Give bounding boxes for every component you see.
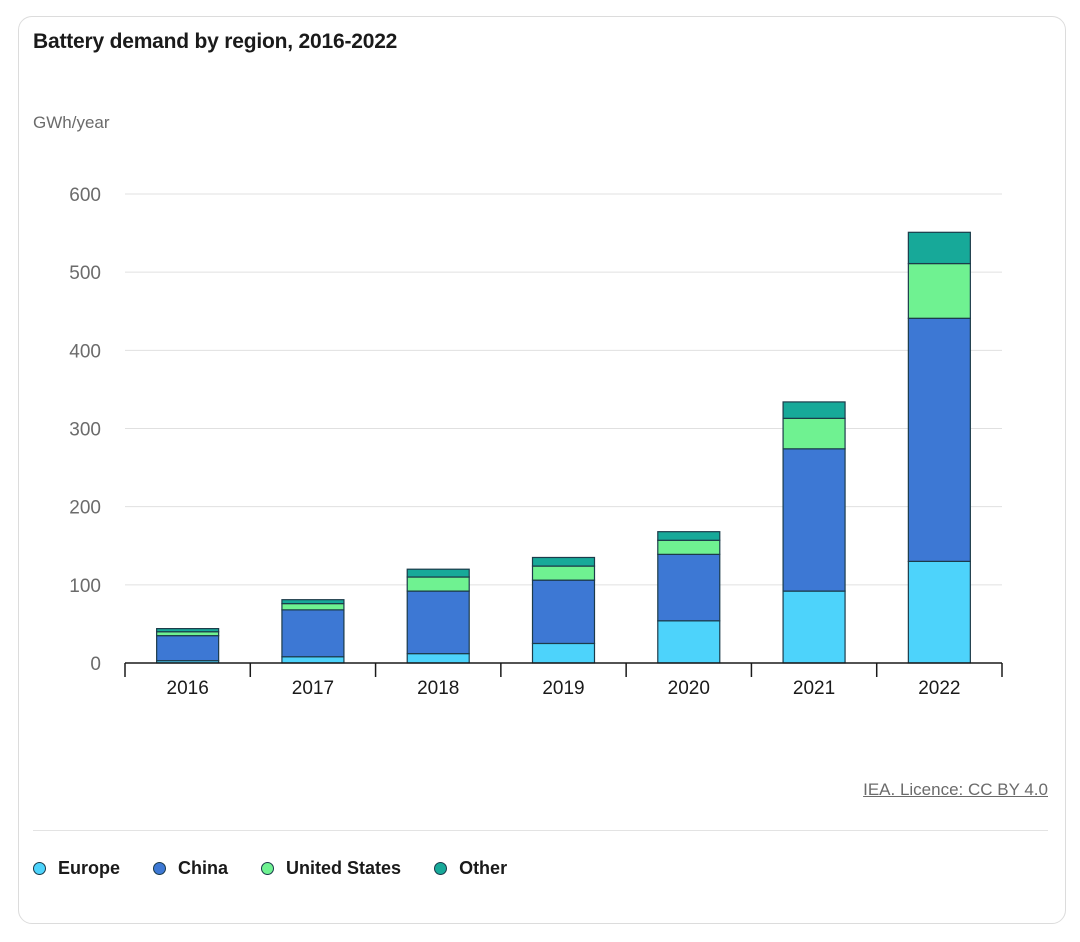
- bar-europe-2019[interactable]: [531, 642, 596, 664]
- bar-united-states-2018[interactable]: [406, 576, 470, 592]
- bar-other-2020[interactable]: [657, 531, 721, 541]
- x-tick-label-2022: 2022: [918, 678, 960, 699]
- legend-label-china: China: [178, 858, 229, 878]
- y-tick-label-400: 400: [69, 341, 101, 362]
- legend-label-europe: Europe: [58, 858, 121, 878]
- bar-europe-2017[interactable]: [281, 656, 345, 664]
- bar-other-2016[interactable]: [156, 628, 220, 633]
- bar-other-2019[interactable]: [531, 556, 596, 567]
- bar-china-2016[interactable]: [156, 635, 220, 662]
- x-tick-label-2017: 2017: [292, 678, 334, 699]
- bar-china-2018[interactable]: [406, 590, 470, 655]
- bar-europe-2022[interactable]: [907, 560, 971, 664]
- y-tick-label-100: 100: [69, 576, 101, 597]
- grid-lines: [125, 193, 1002, 586]
- bar-china-2019[interactable]: [531, 579, 596, 645]
- x-axis: [124, 662, 1003, 677]
- bar-europe-2020[interactable]: [657, 620, 721, 664]
- legend-swatch-united-states: [261, 862, 275, 875]
- chart-card: [18, 16, 1066, 924]
- legend-label-other: Other: [459, 858, 508, 878]
- x-tick-label-2016: 2016: [167, 678, 209, 699]
- y-tick-labels: 0 100 200 300 400 500 600: [69, 185, 101, 675]
- bar-europe-2021[interactable]: [782, 590, 846, 664]
- bar-united-states-2021[interactable]: [782, 417, 846, 450]
- bar-other-2018[interactable]: [406, 568, 470, 578]
- y-tick-label-500: 500: [69, 263, 101, 284]
- legend-divider: [33, 830, 1048, 831]
- bar-china-2020[interactable]: [657, 553, 721, 622]
- x-tick-label-2018: 2018: [417, 678, 459, 699]
- legend-item-china[interactable]: China: [153, 858, 228, 879]
- bars: [156, 231, 971, 664]
- y-tick-label-300: 300: [69, 420, 101, 441]
- x-tick-label-2021: 2021: [793, 678, 835, 699]
- x-tick-labels: 2016 2017 2018 2019 2020 2021 2022: [167, 678, 961, 699]
- bar-other-2022[interactable]: [907, 231, 971, 265]
- bar-united-states-2017[interactable]: [281, 602, 345, 611]
- legend-label-united-states: United States: [286, 858, 402, 878]
- legend-swatch-other: [434, 862, 448, 875]
- x-tick-label-2020: 2020: [668, 678, 710, 699]
- y-axis-unit-label: GWh/year: [33, 113, 110, 132]
- x-tick-label-2019: 2019: [542, 678, 584, 699]
- bar-united-states-2019[interactable]: [531, 565, 596, 581]
- legend-swatch-europe: [33, 862, 46, 875]
- legend: Europe China United States Other: [33, 858, 540, 879]
- y-tick-label-0: 0: [90, 654, 101, 675]
- y-tick-label-200: 200: [69, 498, 101, 519]
- y-tick-label-600: 600: [69, 185, 101, 206]
- bar-other-2017[interactable]: [281, 599, 345, 605]
- bar-china-2021[interactable]: [782, 448, 846, 592]
- legend-swatch-china: [153, 862, 167, 875]
- bar-other-2021[interactable]: [782, 401, 846, 419]
- legend-item-other[interactable]: Other: [434, 858, 507, 879]
- license-link[interactable]: IEA. Licence: CC BY 4.0: [863, 780, 1048, 799]
- bar-united-states-2020[interactable]: [657, 539, 721, 555]
- bar-united-states-2022[interactable]: [907, 262, 971, 319]
- bar-china-2022[interactable]: [907, 317, 971, 562]
- legend-item-united-states[interactable]: United States: [261, 858, 401, 879]
- bar-europe-2018[interactable]: [406, 653, 470, 664]
- chart-title: Battery demand by region, 2016-2022: [33, 30, 398, 53]
- legend-item-europe[interactable]: Europe: [33, 858, 120, 879]
- bar-china-2017[interactable]: [281, 609, 345, 658]
